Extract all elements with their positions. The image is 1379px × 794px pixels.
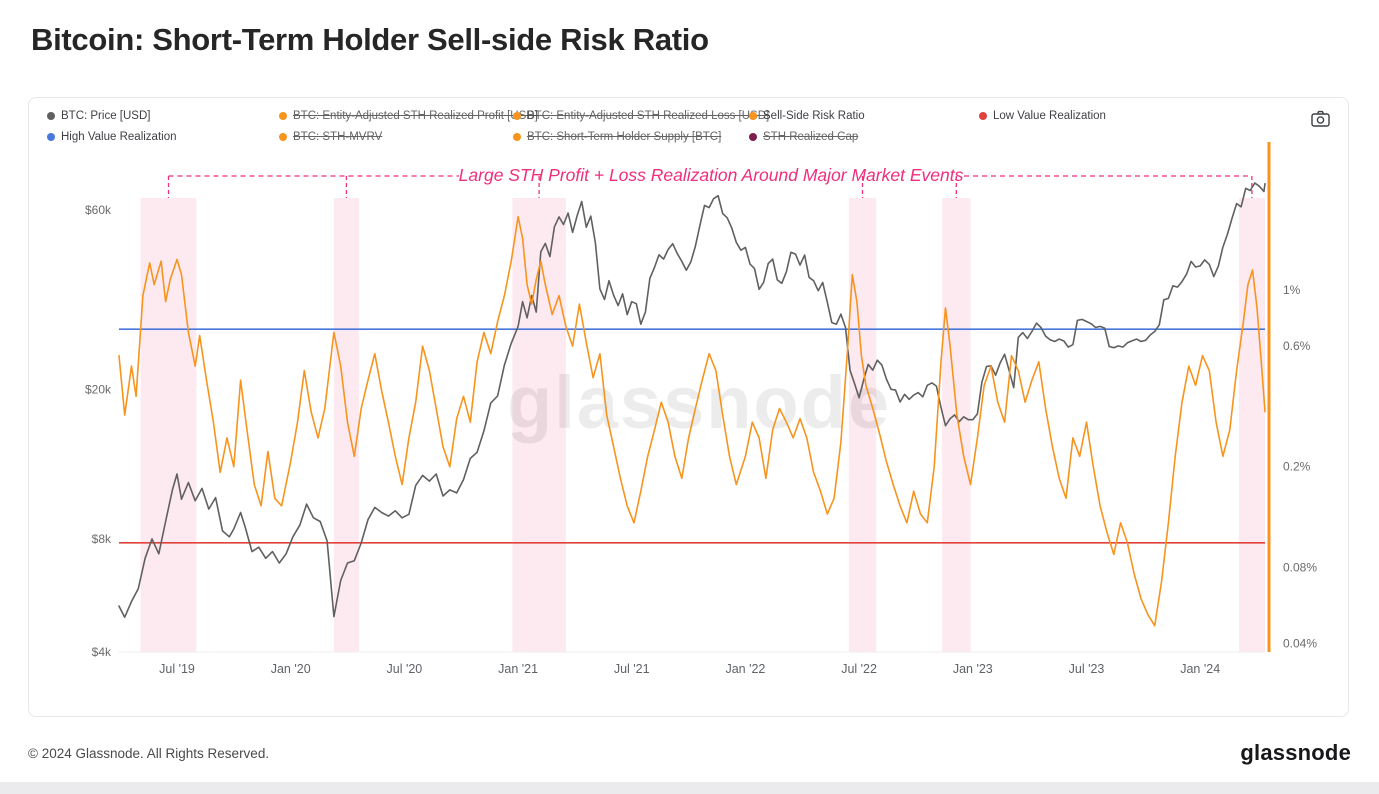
legend-dot [749,112,757,120]
x-axis-tick: Jan '22 [725,662,765,676]
camera-button[interactable] [1307,106,1334,134]
camera-icon [1311,110,1330,127]
legend-label: BTC: Entity-Adjusted STH Realized Loss [… [527,110,770,122]
legend-item[interactable]: Sell-Side Risk Ratio [749,110,865,122]
x-axis-tick: Jul '20 [387,662,423,676]
legend-item[interactable]: STH Realized Cap [749,131,858,143]
legend-item[interactable]: BTC: Entity-Adjusted STH Realized Profit… [279,110,538,122]
legend-label: BTC: Short-Term Holder Supply [BTC] [527,131,722,143]
event-band [1238,198,1265,652]
event-band [140,198,197,652]
legend-item[interactable]: BTC: STH-MVRV [279,131,382,143]
left-axis-tick: $8k [92,532,112,546]
legend-label: Sell-Side Risk Ratio [763,110,865,122]
legend-label: Low Value Realization [993,110,1106,122]
chart-canvas[interactable]: glassnode Large STH Profit + Loss Realiza… [29,142,1348,702]
x-axis-tick: Jan '24 [1180,662,1220,676]
legend-dot [979,112,987,120]
annotation-text: Large STH Profit + Loss Realization Arou… [459,165,964,185]
left-axis-tick: $20k [85,382,112,396]
legend-dot [279,112,287,120]
x-axis-tick: Jan '21 [498,662,538,676]
left-axis-tick: $60k [85,203,112,217]
legend-dot [47,133,55,141]
legend-dot [749,133,757,141]
legend-item[interactable]: Low Value Realization [979,110,1106,122]
legend-item[interactable]: High Value Realization [47,131,177,143]
legend-item[interactable]: BTC: Short-Term Holder Supply [BTC] [513,131,721,143]
legend-label: BTC: STH-MVRV [293,131,383,143]
legend-label: BTC: Price [USD] [61,110,151,122]
right-axis-tick: 0.6% [1283,339,1311,353]
right-axis-tick: 0.08% [1283,560,1317,574]
legend-dot [513,133,521,141]
page-title: Bitcoin: Short-Term Holder Sell-side Ris… [31,22,709,57]
legend-dot [47,112,55,120]
bottom-strip [0,782,1379,794]
x-axis-tick: Jul '23 [1069,662,1105,676]
event-band [848,198,877,652]
chart-legend: BTC: Price [USD] BTC: Entity-Adjusted STH… [29,98,1348,144]
footer: © 2024 Glassnode. All Rights Reserved. g… [28,736,1351,770]
right-axis-tick: 1% [1283,283,1301,297]
x-axis-tick: Jul '19 [159,662,195,676]
legend-label: STH Realized Cap [763,131,859,143]
copyright-text: © 2024 Glassnode. All Rights Reserved. [28,745,270,761]
legend-dot [513,112,521,120]
event-band [333,198,359,652]
series-line-risk-ratio[interactable] [118,215,1266,627]
legend-item[interactable]: BTC: Price [USD] [47,110,150,122]
x-axis-tick: Jul '21 [614,662,650,676]
glassnode-logo: glassnode [1240,740,1351,765]
x-axis-tick: Jul '22 [841,662,877,676]
legend-label: High Value Realization [61,131,177,143]
watermark: glassnode [507,361,891,444]
series-line-price[interactable] [118,182,1266,619]
chart-panel: BTC: Price [USD] BTC: Entity-Adjusted STH… [28,97,1349,717]
x-axis-tick: Jan '20 [271,662,311,676]
left-axis-tick: $4k [92,645,112,659]
legend-dot [279,133,287,141]
x-axis-tick: Jan '23 [953,662,993,676]
legend-label: BTC: Entity-Adjusted STH Realized Profit… [293,110,538,122]
legend-item[interactable]: BTC: Entity-Adjusted STH Realized Loss [… [513,110,769,122]
right-axis-tick: 0.2% [1283,460,1311,474]
right-axis-tick: 0.04% [1283,636,1317,650]
